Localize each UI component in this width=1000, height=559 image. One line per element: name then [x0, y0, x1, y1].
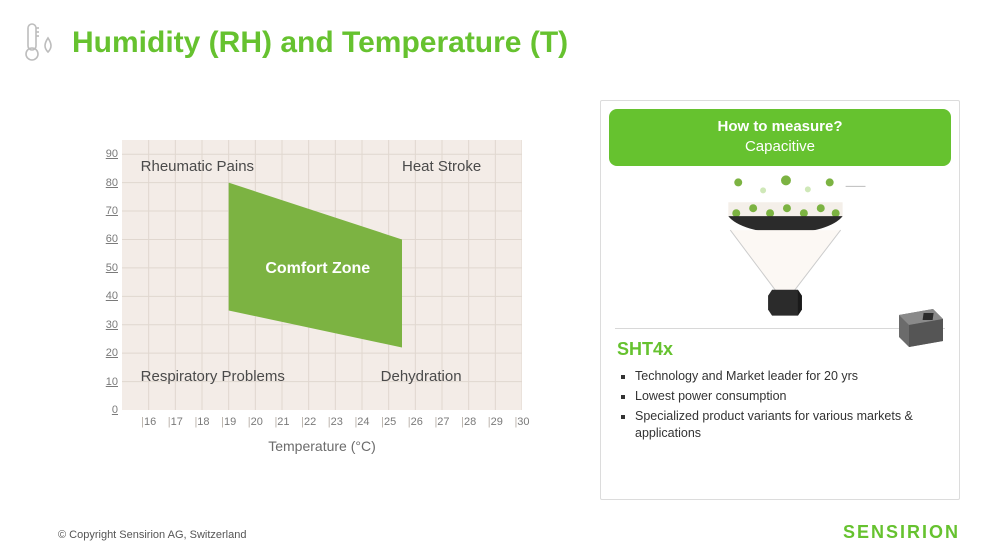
x-tick: 29 — [488, 416, 503, 428]
x-tick: 16 — [141, 416, 156, 428]
title-row: Humidity (RH) and Temperature (T) — [22, 22, 568, 64]
x-tick: 25 — [381, 416, 396, 428]
y-tick: 60 — [88, 233, 118, 245]
x-tick: 28 — [461, 416, 476, 428]
quadrant-label-heatstroke: Heat Stroke — [402, 158, 481, 175]
product-name: SHT4x — [617, 339, 673, 359]
product-bullet: Lowest power consumption — [635, 388, 951, 405]
product-chip-icon — [891, 303, 947, 351]
quadrant-label-dehydration: Dehydration — [381, 368, 462, 385]
y-tick: 20 — [88, 347, 118, 359]
y-tick: 40 — [88, 290, 118, 302]
x-tick: 23 — [328, 416, 343, 428]
y-tick: 90 — [88, 148, 118, 160]
y-tick: 80 — [88, 177, 118, 189]
product-bullet: Technology and Market leader for 20 yrs — [635, 368, 951, 385]
comfort-chart: Relative Humidity (% RH) 010203040506070… — [70, 140, 530, 470]
x-tick: 27 — [434, 416, 449, 428]
product-bullets: Technology and Market leader for 20 yrs L… — [617, 368, 951, 442]
slide-title: Humidity (RH) and Temperature (T) — [72, 26, 568, 60]
x-tick: 20 — [248, 416, 263, 428]
quadrant-label-respiratory: Respiratory Problems — [141, 368, 285, 385]
y-tick: 10 — [88, 376, 118, 388]
info-card-question: How to measure? — [619, 117, 941, 137]
y-tick: 50 — [88, 262, 118, 274]
info-card-answer: Capacitive — [619, 137, 941, 157]
sensor-illustration — [609, 172, 951, 322]
quadrant-label-rheumatic: Rheumatic Pains — [141, 158, 254, 175]
humidity-temperature-icon — [22, 22, 56, 64]
info-card-header: How to measure? Capacitive — [609, 109, 951, 166]
x-tick: 18 — [194, 416, 209, 428]
y-tick: 70 — [88, 205, 118, 217]
slide-root: Humidity (RH) and Temperature (T) Relati… — [0, 0, 1000, 559]
x-tick: 21 — [274, 416, 289, 428]
x-tick: 17 — [168, 416, 183, 428]
y-tick: 30 — [88, 319, 118, 331]
product-bullet: Specialized product variants for various… — [635, 408, 951, 442]
x-axis-label: Temperature (°C) — [122, 438, 522, 454]
copyright-text: © Copyright Sensirion AG, Switzerland — [58, 529, 246, 541]
brand-logo: SENSIRION — [843, 522, 960, 543]
x-tick: 26 — [408, 416, 423, 428]
x-tick: 30 — [514, 416, 529, 428]
y-tick: 0 — [88, 404, 118, 416]
x-tick: 19 — [221, 416, 236, 428]
info-card: How to measure? Capacitive — [600, 100, 960, 500]
x-tick: 22 — [301, 416, 316, 428]
x-tick: 24 — [354, 416, 369, 428]
